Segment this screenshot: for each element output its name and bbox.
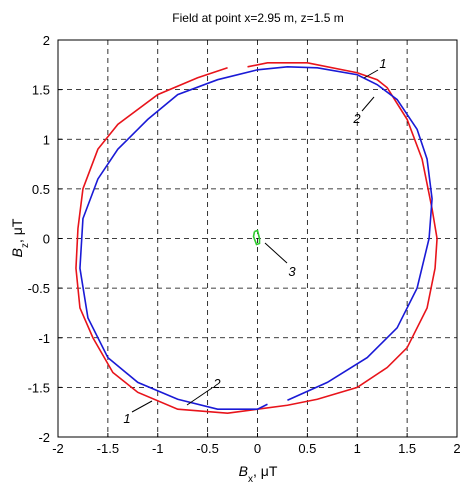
y-tick-label: -1.5: [28, 380, 50, 395]
x-tick-label: -0.5: [196, 441, 218, 456]
x-tick-label: 0.5: [298, 441, 316, 456]
annotation-leader: [131, 400, 153, 413]
y-label-unit: , μT: [9, 218, 25, 243]
x-tick-label: 0: [254, 441, 261, 456]
y-tick-label: 0.5: [32, 182, 50, 197]
y-label-subscript: z: [20, 243, 31, 248]
annotation-leader: [361, 96, 375, 112]
series-line: [75, 62, 438, 414]
y-tick-label: -0.5: [28, 281, 50, 296]
chart-title: Field at point x=2.95 m, z=1.5 m: [172, 11, 343, 25]
x-axis-label: Bx, μT: [239, 463, 278, 485]
x-label-subscript: x: [248, 474, 253, 485]
annotation-label: 3: [288, 264, 296, 279]
annotation-label: 1: [379, 56, 386, 71]
series-line: [79, 65, 433, 411]
x-tick-label: 1.5: [398, 441, 416, 456]
y-tick-label: 1.5: [32, 83, 50, 98]
annotation-label: 1: [123, 411, 130, 426]
x-tick-label: -1: [152, 441, 164, 456]
x-label-unit: , μT: [253, 463, 278, 479]
y-tick-label: -2: [38, 430, 50, 445]
annotation-label: 2: [212, 376, 221, 391]
x-tick-label: 2: [453, 441, 460, 456]
x-tick-label: -1.5: [97, 441, 119, 456]
annotation-leader: [264, 242, 288, 264]
y-tick-label: 0: [43, 232, 50, 247]
x-tick-label: -2: [52, 441, 64, 456]
series-line: [252, 229, 261, 246]
y-tick-label: -1: [38, 331, 50, 346]
annotation-leader: [186, 387, 213, 406]
annotation-label: 2: [352, 111, 361, 126]
y-tick-label: 1: [43, 132, 50, 147]
y-tick-label: 2: [43, 33, 50, 48]
y-label-symbol: B: [9, 248, 25, 257]
x-tick-label: 1: [354, 441, 361, 456]
y-axis-label: Bz, μT: [9, 218, 31, 257]
annotation-leader: [363, 69, 379, 79]
x-label-symbol: B: [239, 463, 248, 479]
plot-frame: [57, 39, 458, 438]
